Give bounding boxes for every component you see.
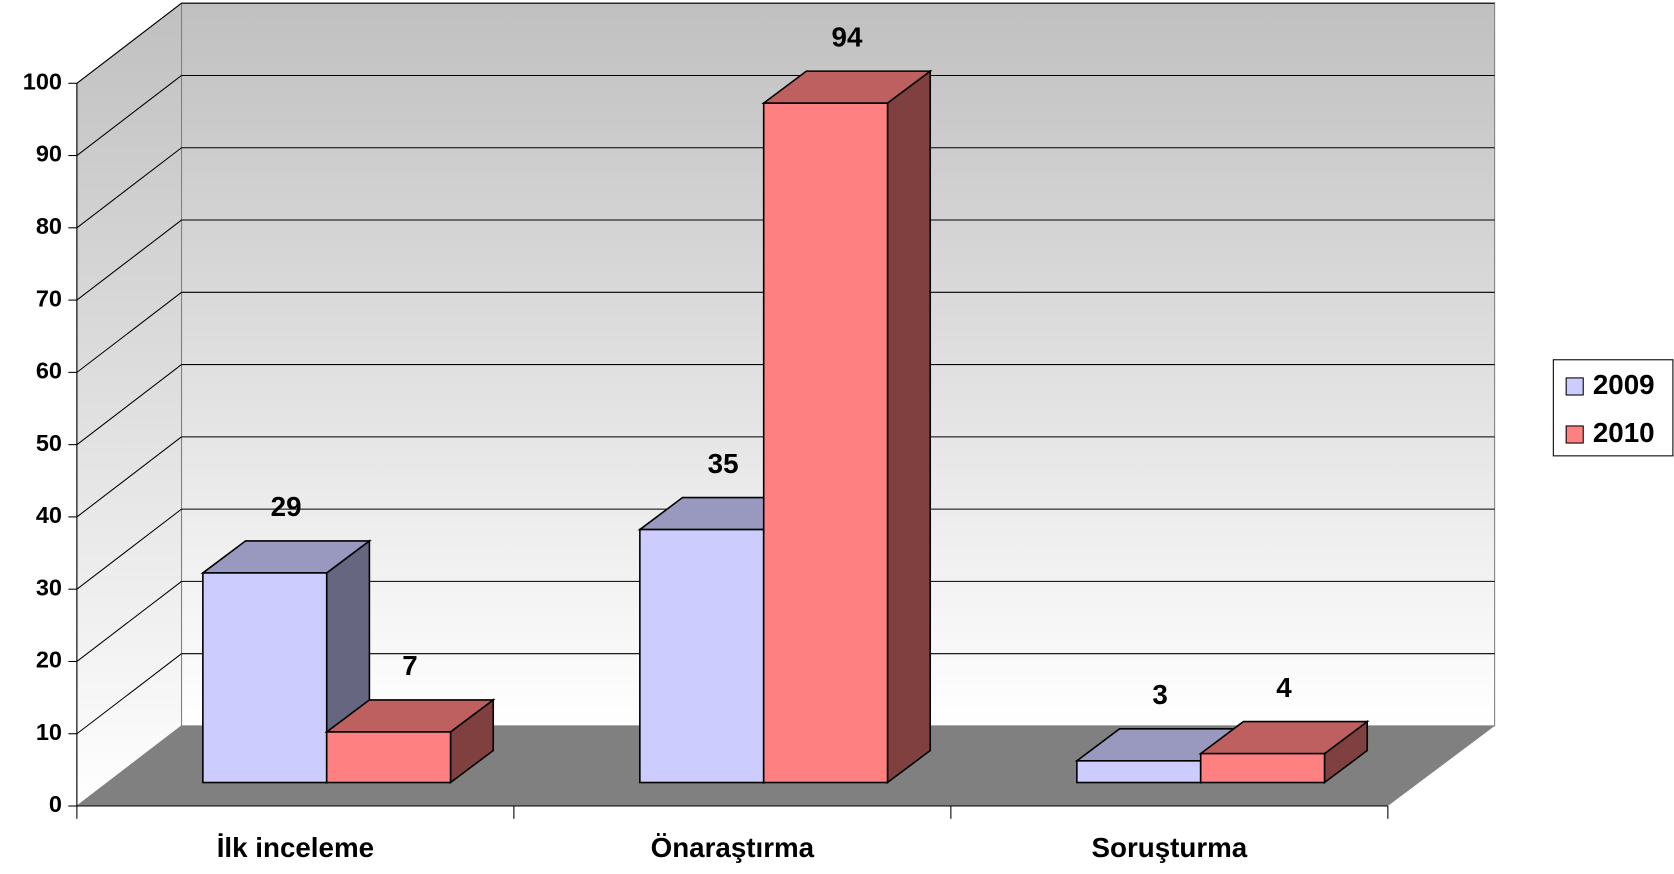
- legend-swatch: [1565, 425, 1584, 444]
- data-label: 7: [402, 650, 417, 681]
- grid-line: [76, 291, 182, 373]
- x-tick-label: İlk inceleme: [217, 832, 374, 863]
- grid-line: [76, 580, 182, 662]
- bar: [324, 698, 496, 785]
- bar: [1198, 719, 1370, 785]
- data-label: 3: [1152, 679, 1167, 710]
- x-tick-label: Soruşturma: [1091, 832, 1247, 863]
- bar: [761, 69, 933, 785]
- bar: [762, 102, 889, 784]
- grid-line: [76, 364, 182, 446]
- y-tick-label: 50: [36, 430, 62, 456]
- grid-line: [76, 75, 182, 156]
- y-tick-label: 70: [36, 285, 62, 311]
- grid-line: [76, 219, 182, 301]
- bar: [1076, 760, 1202, 784]
- y-tick-label: 40: [36, 502, 62, 528]
- grid-line: [76, 147, 182, 229]
- data-label: 29: [271, 491, 302, 522]
- bar: [639, 528, 765, 784]
- y-tick-label: 0: [49, 791, 62, 817]
- grid-line: [76, 2, 182, 84]
- data-label: 94: [832, 21, 863, 52]
- y-tick-label: 90: [36, 141, 62, 167]
- bar: [1199, 752, 1326, 784]
- y-tick-label: 60: [36, 358, 62, 384]
- y-tick-label: 80: [36, 213, 62, 239]
- bar: [325, 731, 452, 784]
- y-tick-label: 10: [36, 719, 62, 745]
- x-tick-label: Önaraştırma: [651, 832, 815, 863]
- legend-swatch: [1565, 377, 1584, 396]
- data-label: 35: [708, 448, 739, 479]
- y-tick-label: 20: [36, 647, 62, 673]
- y-tick-label: 30: [36, 574, 62, 600]
- y-tick-label: 100: [23, 68, 62, 94]
- legend-label: 2010: [1593, 417, 1655, 448]
- data-label: 4: [1276, 672, 1292, 703]
- grid-line: [76, 508, 182, 590]
- legend-label: 2009: [1593, 369, 1655, 400]
- grid-line: [76, 436, 182, 518]
- bar: [202, 572, 328, 784]
- grid-line: [76, 653, 182, 735]
- bar-side: [886, 69, 932, 785]
